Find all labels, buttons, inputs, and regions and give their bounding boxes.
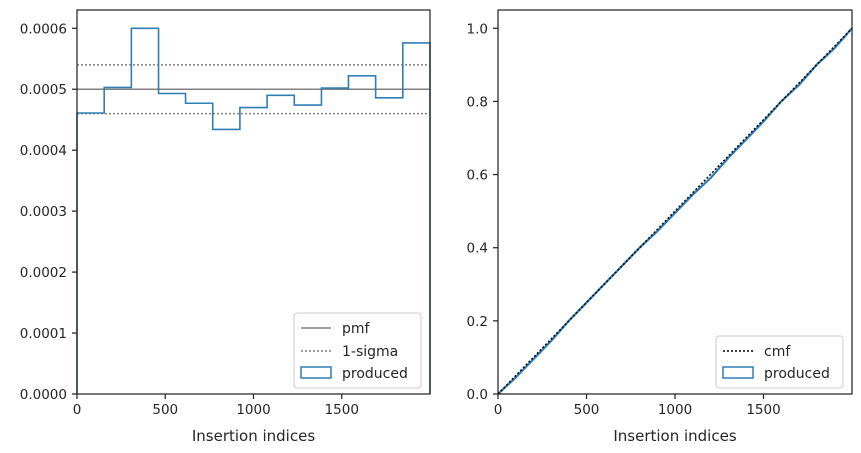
right-x-tick-label: 0	[494, 402, 503, 418]
right-y-tick-label: 0.6	[467, 168, 488, 184]
left-x-tick-label: 1000	[236, 402, 270, 418]
left-x-tick-label: 0	[73, 402, 82, 418]
left-legend: pmf 1-sigma produced	[293, 312, 422, 389]
legend-produced-label: produced	[342, 366, 408, 382]
legend-produced-patch-icon	[300, 366, 332, 379]
left-y-tick-label: 0.0003	[20, 204, 67, 220]
right-y-tick-label: 0.2	[467, 314, 488, 330]
left-y-tick-label: 0.0006	[20, 21, 67, 37]
right-x-tick-label: 500	[574, 402, 600, 418]
right-legend: cmf produced	[715, 335, 844, 389]
left-x-tick-label: 500	[152, 402, 178, 418]
right-chart: 0.0 0.2 0.4 0.6 0.8 1.0 0 500 1000 1500 Insertion…	[467, 9, 853, 445]
cmf-line	[497, 27, 853, 395]
legend-sigma-label: 1-sigma	[342, 344, 398, 360]
left-y-tick-label: 0.0000	[20, 387, 67, 403]
right-y-tick-label: 0.0	[467, 387, 488, 403]
left-chart: 0.0000 0.0001 0.0002 0.0003 0.0004 0.0005 0.00…	[20, 9, 431, 445]
left-x-tick-label: 1500	[325, 402, 359, 418]
produced-histogram	[76, 27, 431, 394]
right-y-tick-label: 0.8	[467, 94, 488, 110]
right-x-axis-label: Insertion indices	[613, 427, 736, 445]
right-y-tick-label: 0.4	[467, 241, 488, 257]
left-y-tick-label: 0.0005	[20, 82, 67, 98]
left-y-tick-label: 0.0001	[20, 326, 67, 342]
right-legend-box	[715, 335, 844, 389]
legend-produced-label-right: produced	[764, 366, 830, 382]
legend-cmf-label: cmf	[764, 344, 791, 360]
right-x-tick-label: 1500	[746, 402, 780, 418]
left-x-axis-label: Insertion indices	[192, 427, 315, 445]
left-legend-box	[293, 312, 422, 389]
left-y-tick-label: 0.0002	[20, 265, 67, 281]
produced-cumulative-line	[497, 27, 853, 395]
left-y-tick-label: 0.0004	[20, 143, 67, 159]
legend-pmf-label: pmf	[342, 321, 371, 337]
right-y-tick-label: 1.0	[467, 21, 488, 37]
legend-produced-patch-icon-right	[722, 366, 754, 379]
right-x-tick-label: 1000	[658, 402, 692, 418]
